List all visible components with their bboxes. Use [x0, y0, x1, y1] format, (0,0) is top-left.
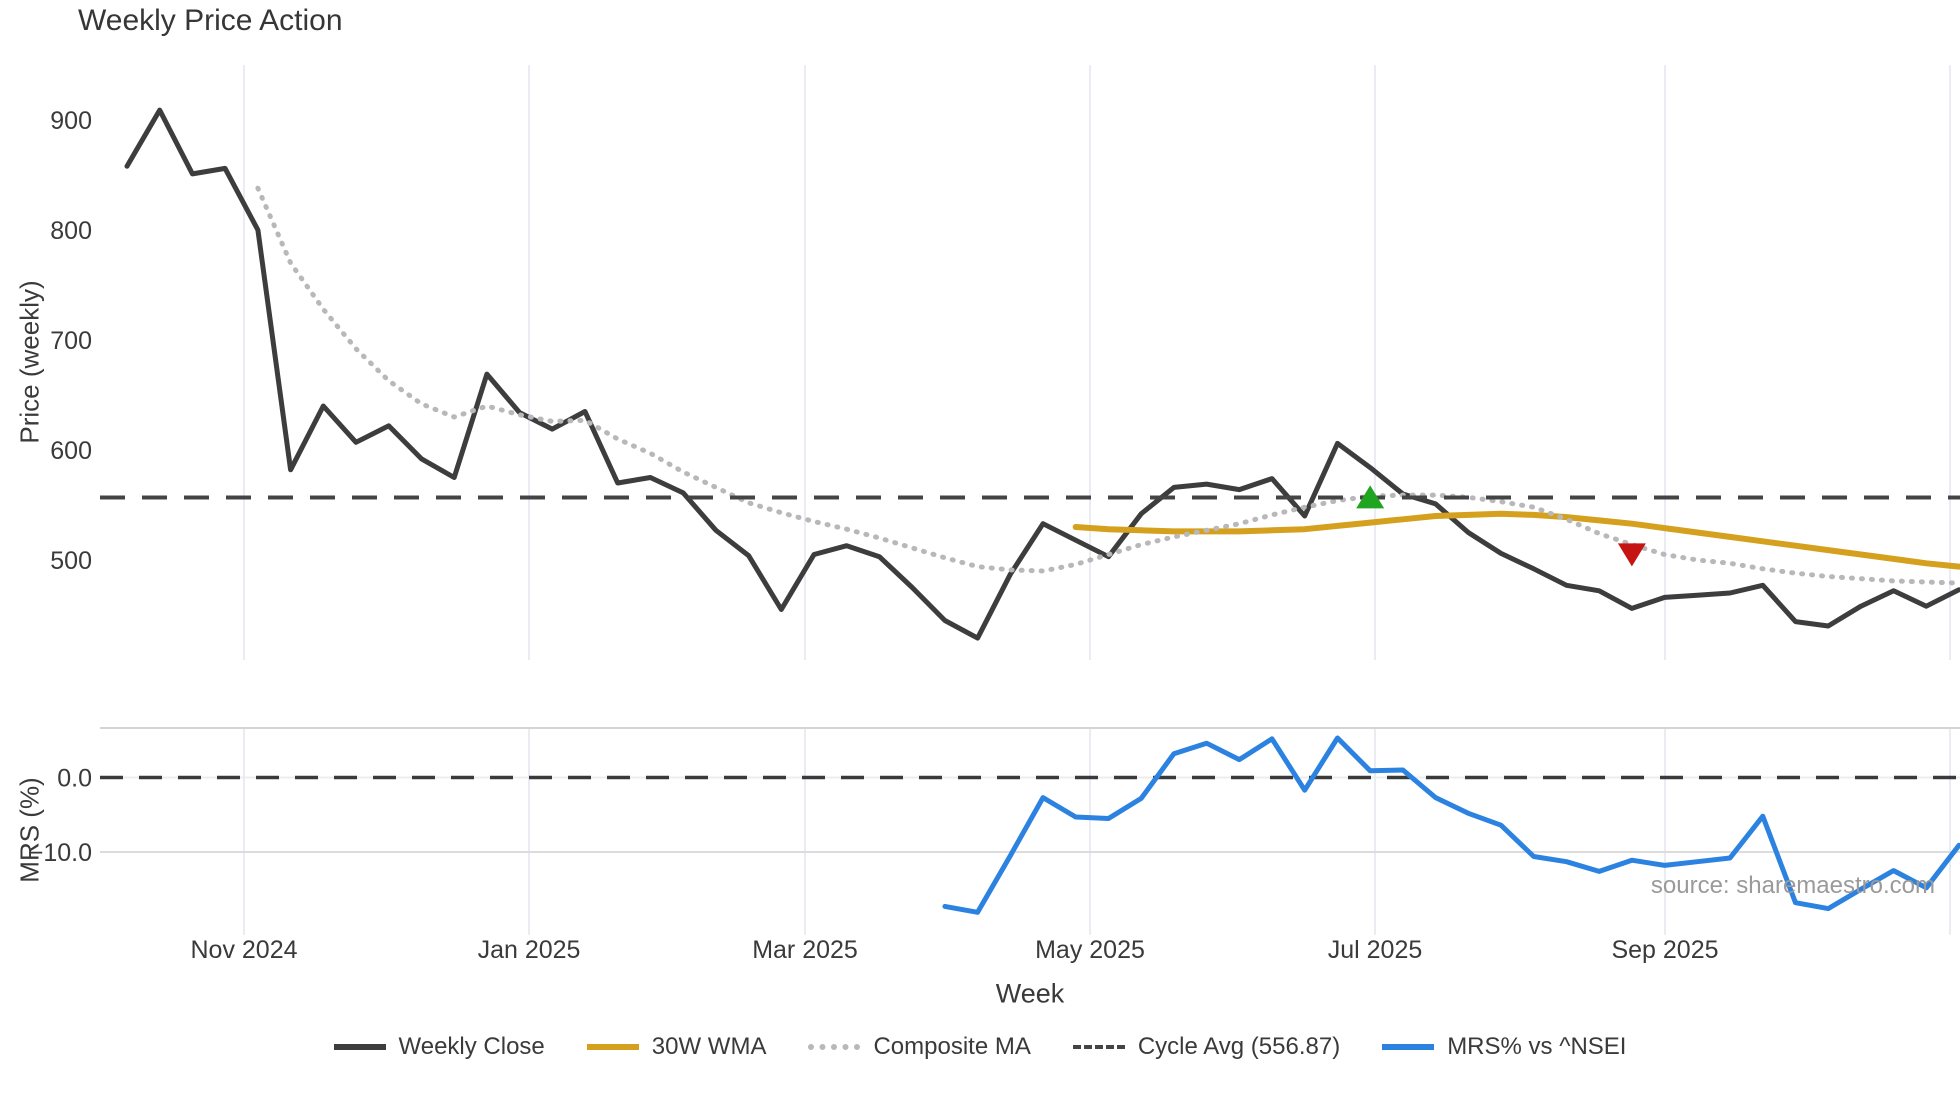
weekly-close-line [124, 107, 1960, 641]
price-y-tick-label: 800 [50, 217, 92, 245]
mrs-line [942, 735, 1960, 915]
legend-label: 30W WMA [651, 1033, 767, 1060]
legend-label: MRS% vs ^NSEI [1447, 1033, 1627, 1060]
legend-swatch-icon [586, 1044, 639, 1050]
x-tick-label: Nov 2024 [190, 936, 297, 964]
legend-label: Cycle Avg (556.87) [1137, 1033, 1341, 1060]
mrs-axis-title: MRS (%) [14, 777, 45, 883]
x-tick-label: May 2025 [1035, 936, 1145, 964]
x-tick-label: Jan 2025 [478, 936, 581, 964]
legend-swatch-icon [808, 1044, 861, 1050]
legend-item-weekly-close[interactable]: Weekly Close [333, 1033, 545, 1061]
legend-item-mrs-vs-nsei[interactable]: MRS% vs ^NSEI [1382, 1033, 1626, 1061]
price-axis-title: Price (weekly) [14, 280, 45, 444]
mrs-y-tick-label: 0.0 [57, 765, 92, 793]
price-y-tick-label: 500 [50, 547, 92, 575]
legend-swatch-icon [333, 1044, 386, 1050]
chart-legend: Weekly Close 30W WMA Composite MA Cycle Avg… [0, 1033, 1960, 1061]
composite-ma-line [255, 185, 1960, 586]
legend-item-30w-wma[interactable]: 30W WMA [586, 1033, 767, 1061]
mrs-y-tick-label: −10.0 [29, 839, 92, 867]
x-tick-label: Mar 2025 [752, 936, 858, 964]
legend-swatch-icon [1072, 1045, 1125, 1049]
x-tick-label: Jul 2025 [1328, 936, 1423, 964]
legend-item-cycle-avg-556-87[interactable]: Cycle Avg (556.87) [1072, 1033, 1341, 1061]
wma-line [1072, 510, 1960, 570]
source-attribution: source: sharemaestro.com [1650, 872, 1935, 899]
legend-item-composite-ma[interactable]: Composite MA [808, 1033, 1031, 1061]
price-y-tick-label: 900 [50, 107, 92, 135]
legend-label: Weekly Close [398, 1033, 545, 1060]
legend-label: Composite MA [873, 1033, 1031, 1060]
chart-title: Weekly Price Action [78, 4, 343, 37]
x-axis-title: Week [995, 978, 1065, 1009]
x-tick-label: Sep 2025 [1611, 936, 1718, 964]
sell-marker-icon [1617, 543, 1646, 567]
legend-swatch-icon [1382, 1044, 1435, 1050]
buy-marker-icon [1356, 485, 1385, 509]
price-y-tick-label: 700 [50, 327, 92, 355]
price-y-tick-label: 600 [50, 437, 92, 465]
